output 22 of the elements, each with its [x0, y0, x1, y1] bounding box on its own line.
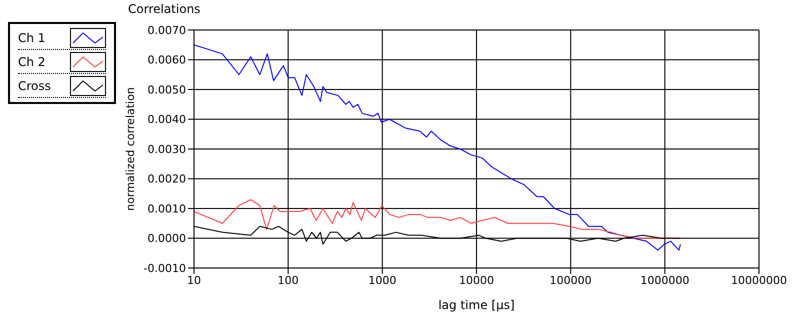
x-tick-label: 100000	[550, 274, 592, 287]
y-tick-label: 0.0020	[148, 172, 186, 186]
y-tick-label: 0.0000	[148, 232, 186, 246]
legend-label: Cross	[18, 79, 52, 93]
y-tick-label: 0.0010	[148, 202, 186, 216]
y-tick-label: 0.0060	[148, 54, 186, 67]
y-tick-label: 0.0070	[148, 24, 186, 37]
x-tick-label: 10	[187, 274, 201, 287]
legend-label: Ch 2	[18, 55, 46, 69]
y-axis-title: normalized correlation	[124, 87, 137, 211]
y-tick-label: -0.0010	[144, 262, 186, 275]
x-axis-title: lag time [µs]	[438, 298, 515, 312]
x-tick-label: 10000000	[731, 274, 787, 287]
x-tick-label: 1000000	[640, 274, 690, 287]
x-tick-label: 1000	[368, 274, 396, 287]
legend-label: Ch 1	[18, 31, 46, 45]
x-tick-label: 10000	[459, 274, 494, 287]
y-tick-label: 0.0050	[148, 83, 186, 96]
y-tick-label: 0.0030	[148, 142, 186, 156]
y-tick-label: 0.0040	[148, 113, 186, 126]
chart-title: Correlations	[128, 2, 200, 16]
x-tick-label: 100	[278, 274, 299, 287]
